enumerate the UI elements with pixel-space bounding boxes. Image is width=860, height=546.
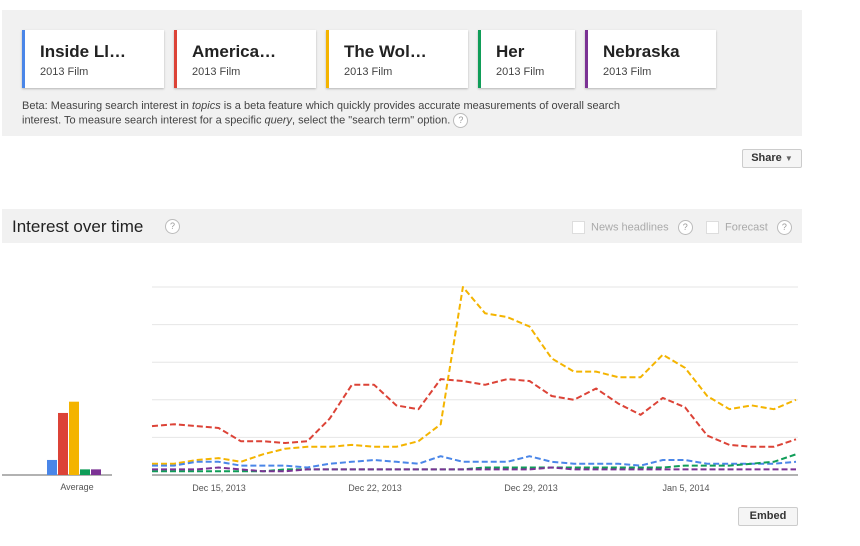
topic-title: America…	[192, 42, 277, 61]
topic-title: Inside Ll…	[40, 42, 126, 61]
topic-card-inside-llewyn[interactable]: Inside Ll… 2013 Film	[22, 30, 164, 88]
caret-down-icon: ▼	[784, 154, 793, 163]
x-tick-label: Dec 29, 2013	[504, 483, 558, 493]
topic-title: Nebraska	[603, 42, 680, 61]
topic-comparison-box: Inside Ll… 2013 Film America… 2013 Film …	[2, 10, 802, 136]
news-headlines-checkbox[interactable]	[572, 221, 585, 234]
topic-subtitle: 2013 Film	[192, 66, 241, 78]
average-label: Average	[60, 482, 93, 492]
series-line	[151, 378, 797, 448]
share-button[interactable]: Share ▼	[742, 149, 802, 168]
beta-text: , select the "search term" option.	[292, 114, 451, 127]
forecast-label: Forecast	[725, 221, 768, 234]
series-line	[152, 286, 797, 465]
x-tick-label: Jan 5, 2014	[662, 483, 709, 493]
series-line	[152, 453, 797, 473]
topic-color-bar	[478, 30, 481, 88]
embed-button[interactable]: Embed	[738, 507, 798, 526]
topic-color-bar	[22, 30, 25, 88]
average-bar	[47, 459, 57, 475]
news-headlines-toggle[interactable]: News headlines ?	[572, 220, 693, 235]
average-bar	[58, 412, 68, 475]
news-headlines-label: News headlines	[591, 221, 669, 234]
topic-title: The Wol…	[344, 42, 427, 61]
beta-text: Beta: Measuring search interest in	[22, 100, 192, 112]
help-icon[interactable]: ?	[776, 220, 792, 235]
topic-color-bar	[326, 30, 329, 88]
topic-subtitle: 2013 Film	[496, 66, 545, 78]
topic-subtitle: 2013 Film	[40, 66, 89, 78]
beta-notice: Beta: Measuring search interest in topic…	[22, 100, 632, 128]
section-title: Interest over time	[12, 217, 144, 236]
x-tick-label: Dec 22, 2013	[348, 483, 402, 493]
topic-color-bar	[585, 30, 588, 88]
beta-text: is a beta feature which quickly provides…	[22, 100, 620, 127]
average-bar	[91, 469, 101, 475]
topic-card-american-hustle[interactable]: America… 2013 Film	[174, 30, 316, 88]
topic-subtitle: 2013 Film	[344, 66, 393, 78]
series-line	[152, 455, 797, 469]
interest-header: Interest over time ? News headlines ? Fo…	[2, 209, 802, 243]
x-tick-label: Dec 15, 2013	[192, 483, 246, 493]
topic-color-bar	[174, 30, 177, 88]
help-icon[interactable]: ?	[677, 220, 693, 235]
share-label: Share	[751, 152, 782, 164]
topic-card-nebraska[interactable]: Nebraska 2013 Film	[585, 30, 716, 88]
embed-label: Embed	[749, 510, 787, 522]
help-icon[interactable]: ?	[165, 219, 180, 234]
help-icon[interactable]: ?	[453, 113, 469, 128]
forecast-checkbox[interactable]	[706, 221, 719, 234]
topic-title: Her	[496, 42, 525, 61]
series-line	[152, 466, 796, 473]
average-bar	[80, 469, 90, 475]
topic-card-wolf-of-wall-street[interactable]: The Wol… 2013 Film	[326, 30, 468, 88]
topic-subtitle: 2013 Film	[603, 66, 652, 78]
topic-card-her[interactable]: Her 2013 Film	[478, 30, 575, 88]
beta-text-em: topics	[191, 100, 221, 112]
beta-text-em: query	[264, 114, 293, 127]
forecast-toggle[interactable]: Forecast ?	[706, 220, 792, 235]
average-bar	[69, 401, 79, 475]
